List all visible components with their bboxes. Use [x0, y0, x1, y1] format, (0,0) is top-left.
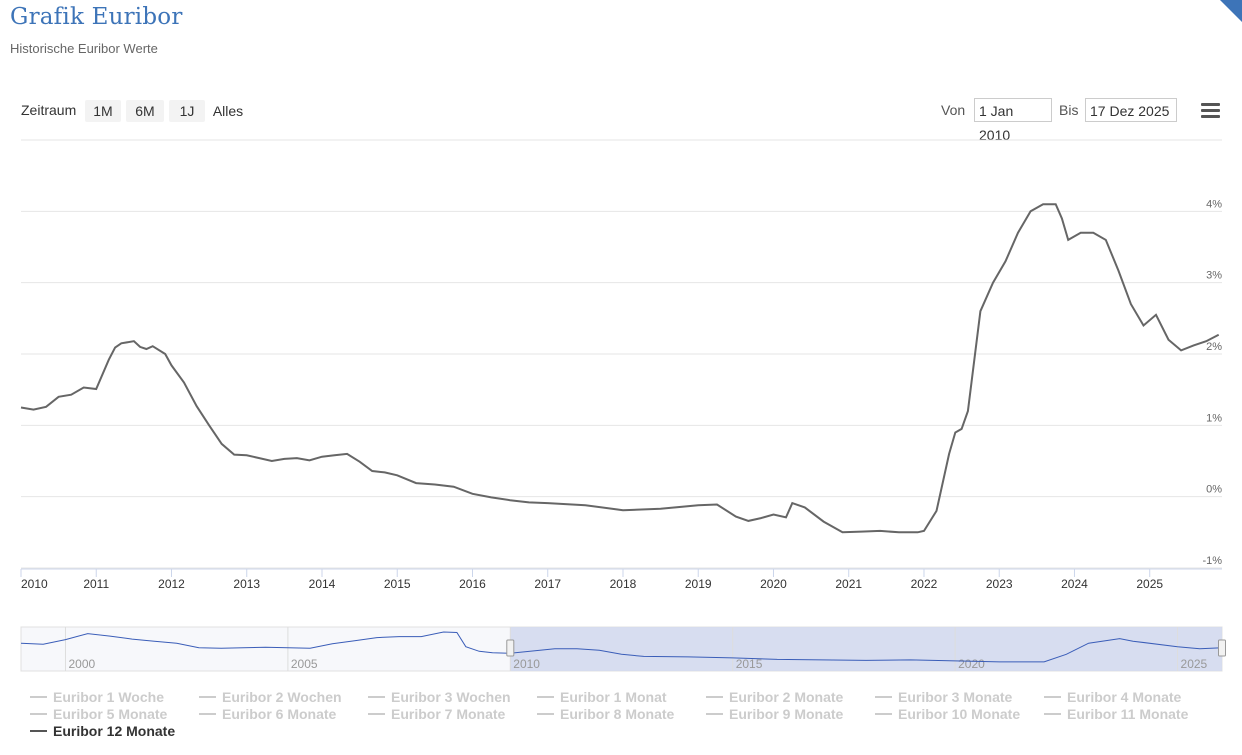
navigator-selected-range[interactable]	[510, 627, 1223, 671]
main-chart: -1%0%1%2%3%4% 2010 2011 2012 2013 2014 2015 20…	[20, 139, 1222, 591]
legend-item[interactable]: Euribor 9 Monate	[706, 706, 843, 722]
legend-line-icon	[368, 713, 385, 716]
legend-line-icon	[1044, 713, 1061, 716]
legend-label: Euribor 7 Monate	[391, 706, 506, 722]
legend-label: Euribor 10 Monate	[898, 706, 1021, 722]
legend-item[interactable]: Euribor 1 Woche	[30, 689, 164, 705]
legend-item[interactable]: Euribor 1 Monat	[537, 689, 667, 705]
x-tick-label: 2015	[384, 577, 411, 591]
navigator-x-label: 2010	[513, 657, 540, 671]
page-subtitle: Historische Euribor Werte	[10, 41, 158, 56]
range-selector-label: Zeitraum	[21, 102, 77, 118]
navigator-handle-left[interactable]	[506, 639, 515, 657]
legend-item[interactable]: Euribor 2 Monate	[706, 689, 843, 705]
navigator-x-label: 2000	[68, 657, 95, 671]
x-tick-label: 2010	[21, 577, 48, 591]
x-tick-label: 2019	[685, 577, 712, 591]
x-tick-label: 2014	[309, 577, 336, 591]
legend-line-icon	[875, 713, 892, 716]
y-tick-label: 2%	[1206, 341, 1222, 353]
date-from-input[interactable]: 1 Jan 2010	[974, 98, 1052, 143]
y-tick-label: 0%	[1206, 484, 1222, 496]
range-button-6m[interactable]: 6M	[126, 100, 164, 122]
series-line-euribor-12-monate	[20, 203, 1220, 534]
legend-label: Euribor 8 Monate	[560, 706, 675, 722]
page-title: Grafik Euribor	[10, 4, 183, 30]
y-tick-label: 1%	[1206, 412, 1222, 424]
legend-item[interactable]: Euribor 12 Monate	[30, 723, 175, 739]
legend-item[interactable]: Euribor 6 Monate	[199, 706, 336, 722]
x-axis: 2010 2011 2012 2013 2014 2015 2016 2017 2018 2019…	[20, 568, 1222, 591]
legend-line-icon	[199, 713, 216, 716]
legend-line-icon	[1044, 696, 1061, 699]
y-tick-label: 4%	[1206, 198, 1222, 210]
legend-line-icon	[706, 713, 723, 716]
legend-line-icon	[875, 696, 892, 699]
legend-label: Euribor 5 Monate	[53, 706, 168, 722]
chart-gridlines	[21, 139, 1222, 569]
x-tick-label: 2020	[760, 577, 787, 591]
legend-label: Euribor 3 Wochen	[391, 689, 511, 705]
legend-label: Euribor 2 Wochen	[222, 689, 342, 705]
legend-item[interactable]: Euribor 4 Monate	[1044, 689, 1181, 705]
legend-line-icon	[30, 730, 47, 733]
x-tick-label: 2023	[986, 577, 1013, 591]
legend-line-icon	[30, 696, 47, 699]
legend-item[interactable]: Euribor 10 Monate	[875, 706, 1020, 722]
date-to-label: Bis	[1059, 102, 1079, 118]
legend-label: Euribor 6 Monate	[222, 706, 337, 722]
navigator-series-line	[20, 631, 1223, 663]
legend-item[interactable]: Euribor 3 Monate	[875, 689, 1012, 705]
x-tick-label: 2022	[911, 577, 938, 591]
x-tick-label: 2025	[1136, 577, 1163, 591]
date-from-label: Von	[941, 102, 966, 118]
chart-menu-icon[interactable]	[1201, 103, 1220, 118]
legend-item[interactable]: Euribor 3 Wochen	[368, 689, 511, 705]
legend-line-icon	[368, 696, 385, 699]
x-tick-label: 2016	[459, 577, 486, 591]
legend-label: Euribor 1 Woche	[53, 689, 164, 705]
legend-item[interactable]: Euribor 2 Wochen	[199, 689, 342, 705]
legend-line-icon	[706, 696, 723, 699]
legend-label: Euribor 4 Monate	[1067, 689, 1182, 705]
x-tick-label: 2012	[158, 577, 185, 591]
navigator-handle-right[interactable]	[1218, 639, 1226, 657]
x-tick-label: 2021	[835, 577, 862, 591]
y-axis-labels: -1% 0% 1% 2% 3% 4%	[1202, 198, 1222, 567]
navigator-x-label: 2005	[291, 657, 318, 671]
legend-label: Euribor 11 Monate	[1067, 706, 1189, 722]
y-tick-label: -1%	[1202, 555, 1222, 567]
legend-line-icon	[199, 696, 216, 699]
range-button-1j[interactable]: 1J	[169, 100, 205, 122]
x-tick-label: 2011	[83, 577, 109, 591]
range-button-alles[interactable]: Alles	[212, 103, 244, 119]
x-tick-label: 2017	[534, 577, 561, 591]
legend-label: Euribor 2 Monate	[729, 689, 844, 705]
y-tick-label: 3%	[1206, 270, 1222, 282]
legend-item[interactable]: Euribor 8 Monate	[537, 706, 674, 722]
legend-label: Euribor 9 Monate	[729, 706, 844, 722]
legend-line-icon	[537, 713, 554, 716]
legend-label: Euribor 3 Monate	[898, 689, 1013, 705]
navigator-x-label: 2015	[736, 657, 763, 671]
navigator-x-label: 2025	[1181, 657, 1208, 671]
legend-item[interactable]: Euribor 5 Monate	[30, 706, 167, 722]
legend-line-icon	[537, 696, 554, 699]
range-button-1m[interactable]: 1M	[85, 100, 121, 122]
x-tick-label: 2018	[610, 577, 637, 591]
navigator-x-label: 2020	[958, 657, 985, 671]
x-tick-label: 2013	[233, 577, 260, 591]
legend-item[interactable]: Euribor 11 Monate	[1044, 706, 1188, 722]
legend-label: Euribor 1 Monat	[560, 689, 667, 705]
navigator[interactable]: 2000 2005 2010 2015 2020 2025	[0, 620, 1242, 680]
legend-line-icon	[30, 713, 47, 716]
legend-label: Euribor 12 Monate	[53, 723, 176, 739]
corner-ribbon	[1220, 0, 1242, 22]
date-to-input[interactable]: 17 Dez 2025	[1085, 98, 1177, 122]
legend-item[interactable]: Euribor 7 Monate	[368, 706, 505, 722]
x-tick-label: 2024	[1061, 577, 1088, 591]
